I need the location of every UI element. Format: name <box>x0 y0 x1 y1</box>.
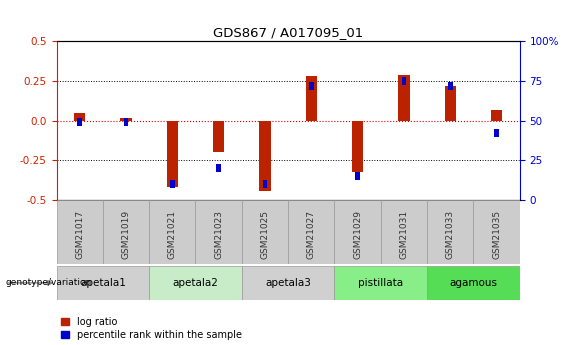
Bar <box>352 121 363 171</box>
Text: GSM21025: GSM21025 <box>260 210 270 259</box>
Bar <box>77 118 82 126</box>
Text: apetala2: apetala2 <box>172 278 219 288</box>
Text: genotype/variation: genotype/variation <box>6 278 92 287</box>
Text: pistillata: pistillata <box>358 278 403 288</box>
Text: GSM21035: GSM21035 <box>492 210 501 259</box>
Bar <box>494 129 499 137</box>
Text: apetala1: apetala1 <box>80 278 126 288</box>
Bar <box>56 266 149 300</box>
Bar <box>427 266 520 300</box>
Bar <box>398 75 410 121</box>
Bar <box>427 200 473 264</box>
Text: GSM21029: GSM21029 <box>353 210 362 259</box>
Text: GSM21021: GSM21021 <box>168 210 177 259</box>
Bar <box>334 200 381 264</box>
Text: apetala3: apetala3 <box>265 278 311 288</box>
Title: GDS867 / A017095_01: GDS867 / A017095_01 <box>213 26 363 39</box>
Bar <box>56 200 103 264</box>
Bar <box>473 200 520 264</box>
Bar <box>355 172 360 180</box>
Bar <box>149 266 242 300</box>
Text: agamous: agamous <box>450 278 497 288</box>
Bar <box>263 180 267 188</box>
Bar <box>242 200 288 264</box>
Bar <box>381 200 427 264</box>
Bar <box>124 118 128 126</box>
Bar <box>167 121 178 187</box>
Bar <box>195 200 242 264</box>
Bar <box>334 266 427 300</box>
Bar <box>74 113 85 121</box>
Bar <box>448 82 453 90</box>
Text: GSM21019: GSM21019 <box>121 210 131 259</box>
Text: GSM21033: GSM21033 <box>446 210 455 259</box>
Bar <box>213 121 224 152</box>
Bar <box>216 165 221 172</box>
Bar <box>402 77 406 85</box>
Bar <box>309 82 314 90</box>
Bar <box>120 118 132 121</box>
Text: GSM21031: GSM21031 <box>399 210 408 259</box>
Bar <box>242 266 334 300</box>
Bar <box>306 76 317 121</box>
Text: GSM21017: GSM21017 <box>75 210 84 259</box>
Bar <box>149 200 195 264</box>
Legend: log ratio, percentile rank within the sample: log ratio, percentile rank within the sa… <box>62 317 242 340</box>
Bar <box>491 110 502 121</box>
Text: GSM21023: GSM21023 <box>214 210 223 259</box>
Bar <box>170 180 175 188</box>
Bar <box>445 86 456 121</box>
Bar <box>288 200 334 264</box>
Text: GSM21027: GSM21027 <box>307 210 316 259</box>
Bar <box>259 121 271 190</box>
Bar <box>103 200 149 264</box>
